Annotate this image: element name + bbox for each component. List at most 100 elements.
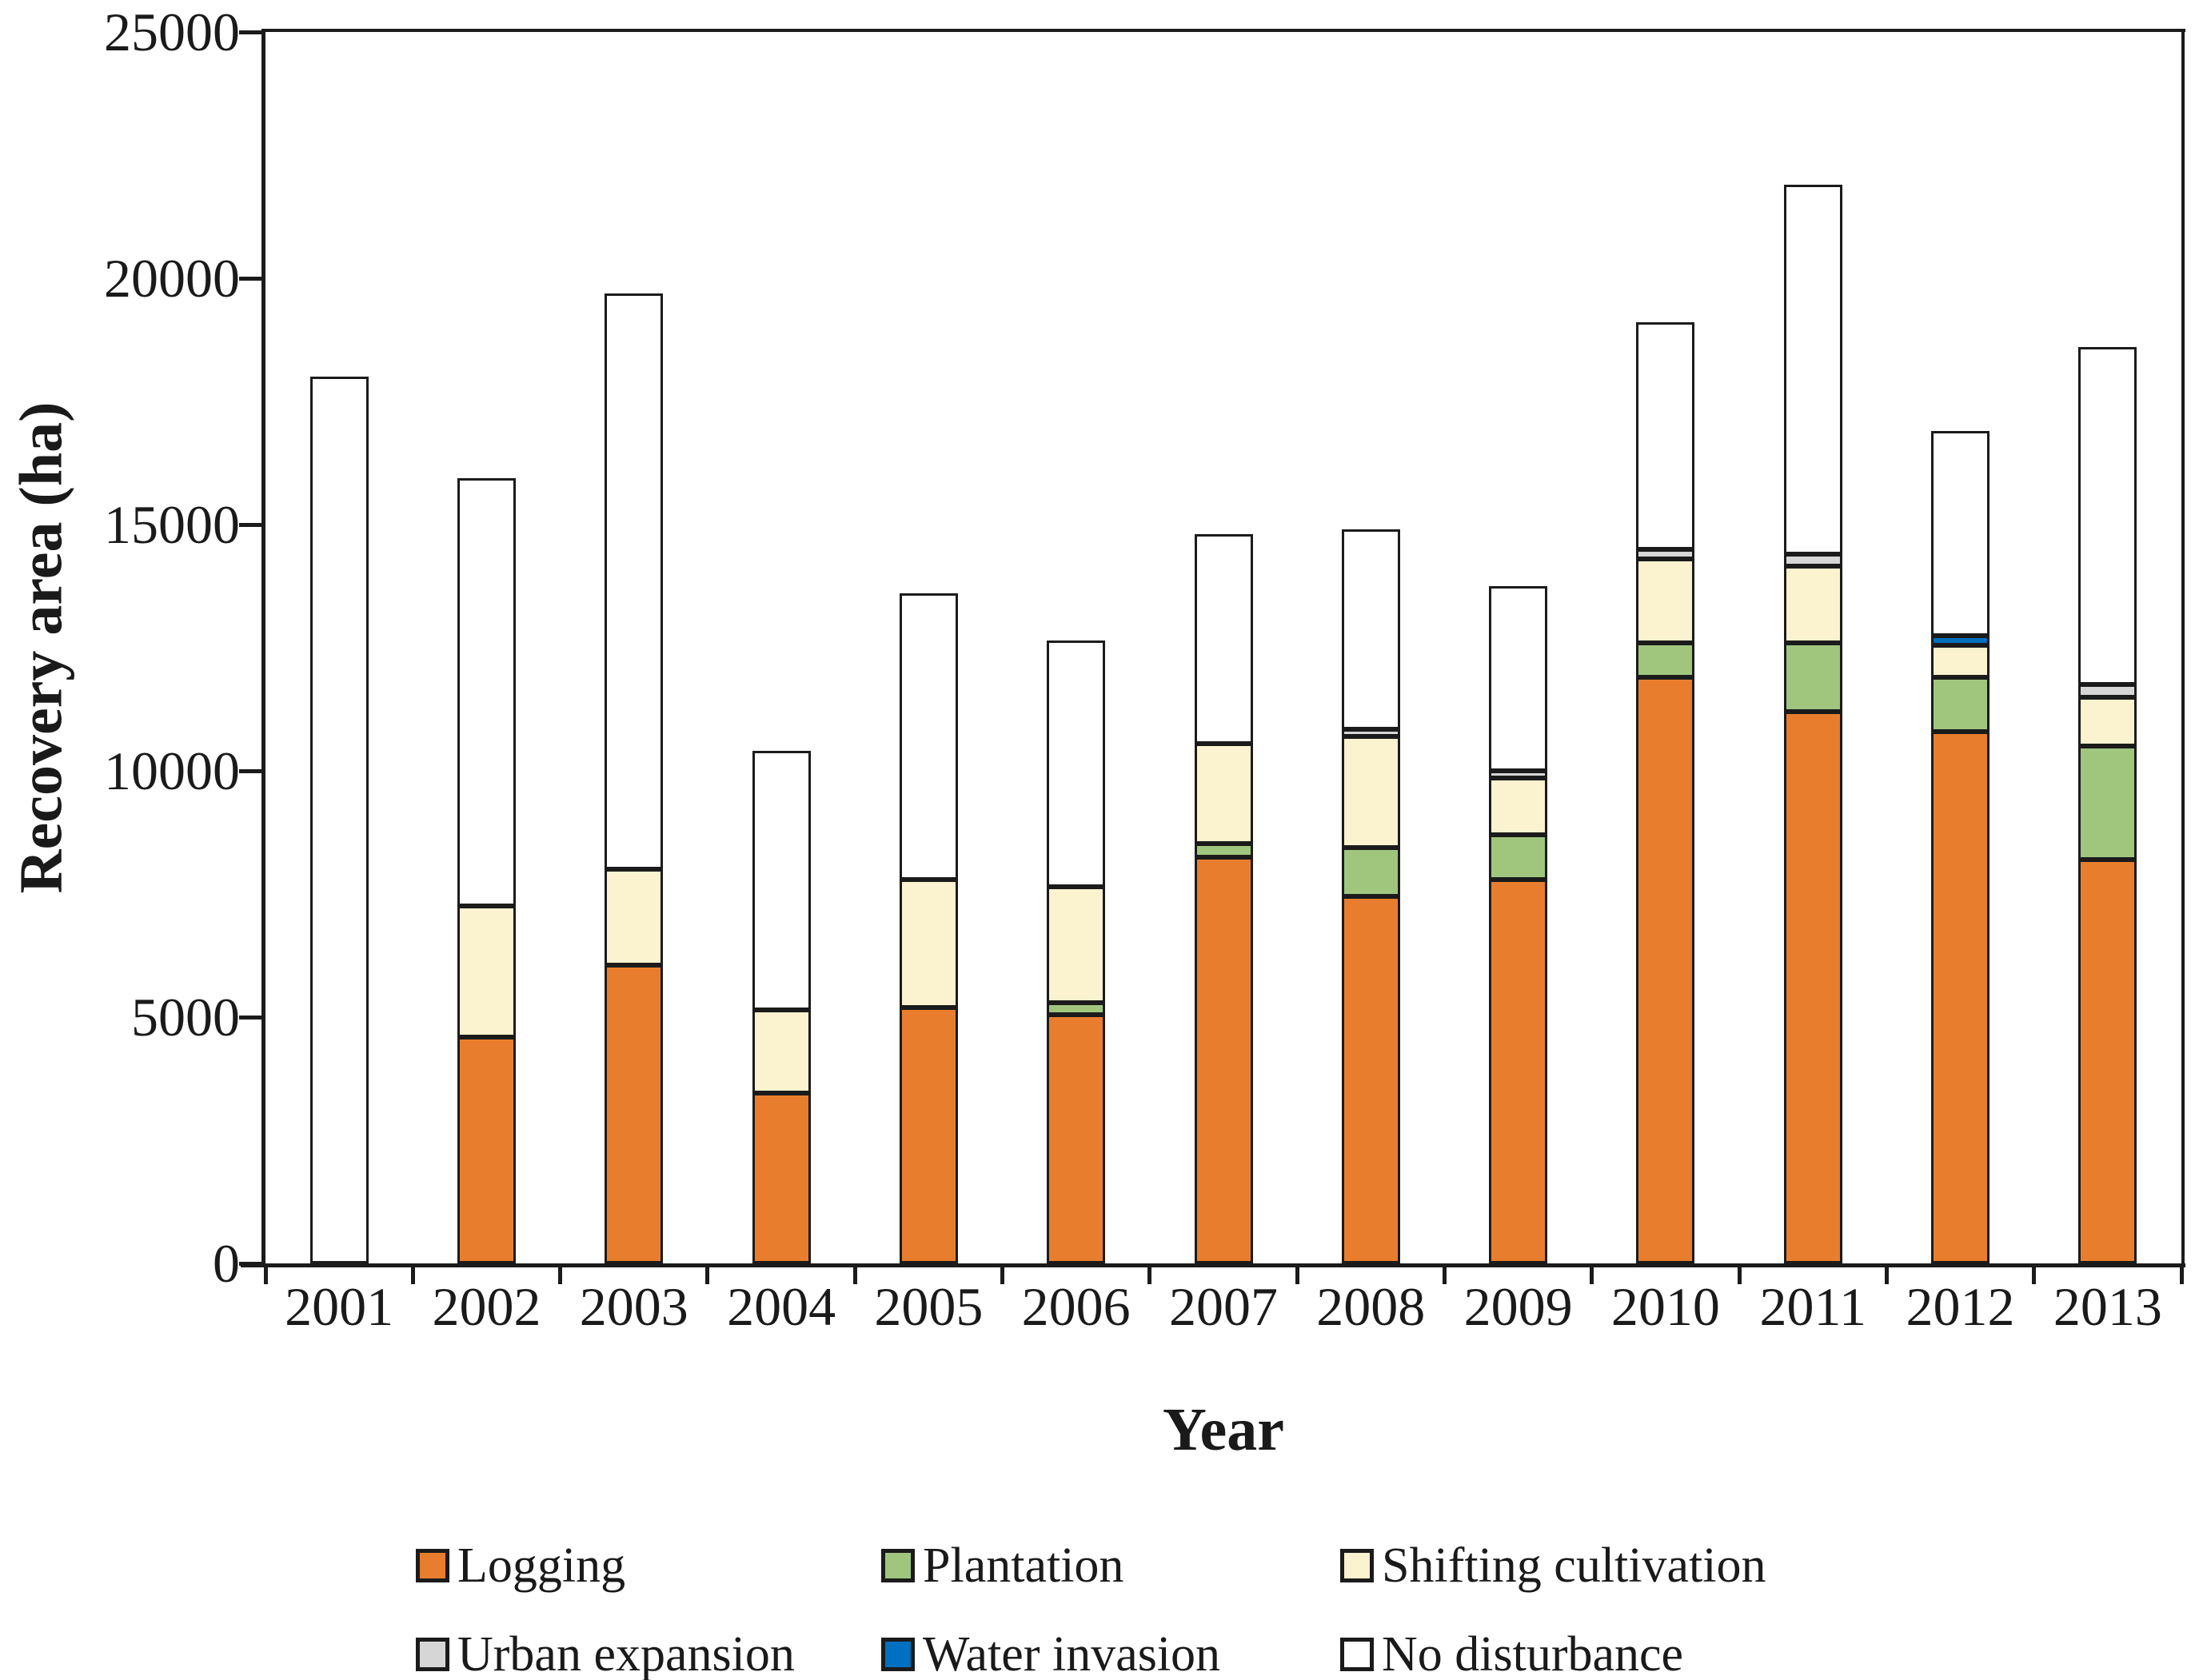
bar-segment-no-disturbance-2005 — [899, 593, 958, 880]
x-tick-label-2003: 2003 — [579, 1276, 688, 1337]
bar-segment-logging-2005 — [899, 1007, 958, 1263]
bar-segment-shifting-cultivation-2008 — [1341, 736, 1400, 848]
bar-2004 — [752, 751, 811, 1263]
x-axis-tick — [1295, 1263, 1299, 1284]
x-axis-tick — [852, 1263, 857, 1284]
legend-item-water-invasion: Water invasion — [881, 1629, 1220, 1680]
bar-segment-shifting-cultivation-2005 — [899, 879, 958, 1008]
bar-segment-shifting-cultivation-2007 — [1194, 744, 1253, 844]
bar-segment-logging-2012 — [1931, 731, 1990, 1263]
bar-segment-logging-2013 — [2078, 859, 2137, 1263]
y-axis-tick — [239, 277, 261, 281]
x-tick-label-2005: 2005 — [874, 1276, 984, 1337]
bar-segment-no-disturbance-2006 — [1047, 640, 1106, 887]
legend-label: Urban expansion — [457, 1627, 795, 1680]
x-tick-label-2001: 2001 — [285, 1276, 394, 1337]
bar-segment-shifting-cultivation-2012 — [1931, 644, 1990, 677]
legend-swatch-urban-expansion — [416, 1638, 449, 1671]
legend-item-plantation: Plantation — [881, 1540, 1123, 1591]
y-axis-tick — [239, 1262, 261, 1266]
y-tick-label: 20000 — [104, 248, 240, 309]
bar-2012 — [1931, 431, 1990, 1263]
bar-segment-shifting-cultivation-2006 — [1047, 886, 1106, 1003]
bar-segment-no-disturbance-2013 — [2078, 347, 2137, 685]
legend-label: Plantation — [923, 1538, 1124, 1593]
y-tick-label: 25000 — [104, 2, 240, 62]
bar-2007 — [1194, 534, 1253, 1263]
bar-segment-no-disturbance-2004 — [752, 751, 811, 1010]
legend-label: No disturbance — [1382, 1627, 1684, 1680]
bar-2013 — [2078, 347, 2137, 1263]
bar-segment-plantation-2012 — [1931, 676, 1990, 732]
legend-item-urban-expansion: Urban expansion — [416, 1629, 795, 1680]
bar-segment-shifting-cultivation-2013 — [2078, 696, 2137, 747]
x-axis-tick — [1590, 1263, 1594, 1284]
bar-2009 — [1489, 586, 1548, 1263]
bar-segment-no-disturbance-2003 — [605, 293, 664, 870]
bar-segment-plantation-2009 — [1489, 835, 1548, 880]
bar-segment-no-disturbance-2001 — [309, 377, 369, 1263]
bar-segment-logging-2008 — [1341, 896, 1400, 1263]
x-axis-tick — [2179, 1263, 2184, 1284]
bar-segment-urban-expansion-2011 — [1783, 554, 1842, 567]
bar-segment-plantation-2013 — [2078, 746, 2137, 860]
legend-label: Water invasion — [923, 1627, 1221, 1680]
x-axis-tick — [263, 1263, 268, 1284]
x-tick-label-2011: 2011 — [1759, 1276, 1866, 1337]
bar-segment-no-disturbance-2008 — [1341, 529, 1400, 729]
bar-2010 — [1636, 322, 1695, 1263]
x-axis-title: Year — [1163, 1396, 1284, 1463]
legend-label: Shifting cultivation — [1382, 1538, 1766, 1593]
bar-segment-plantation-2006 — [1047, 1002, 1106, 1015]
bar-segment-shifting-cultivation-2004 — [752, 1009, 811, 1094]
bar-2003 — [605, 293, 664, 1263]
bar-2008 — [1341, 529, 1400, 1263]
bar-2011 — [1783, 185, 1842, 1263]
y-axis-tick — [239, 30, 261, 34]
bar-segment-plantation-2011 — [1783, 642, 1842, 712]
bar-segment-shifting-cultivation-2009 — [1489, 778, 1548, 836]
bar-segment-no-disturbance-2009 — [1489, 586, 1548, 772]
y-axis-line — [261, 29, 265, 1267]
bar-segment-no-disturbance-2010 — [1636, 322, 1695, 549]
bar-segment-no-disturbance-2012 — [1931, 431, 1990, 636]
bar-segment-no-disturbance-2007 — [1194, 534, 1253, 744]
bar-segment-shifting-cultivation-2003 — [605, 869, 664, 966]
plot-area — [239, 29, 2185, 1284]
bar-2001 — [309, 377, 369, 1263]
x-axis-tick — [2032, 1263, 2037, 1284]
bar-segment-urban-expansion-2013 — [2078, 684, 2137, 697]
x-axis-line — [241, 1263, 2185, 1267]
y-axis-title: Recovery area (ha) — [7, 401, 75, 894]
legend-swatch-plantation — [881, 1549, 915, 1582]
bar-segment-plantation-2008 — [1341, 847, 1400, 897]
bar-2006 — [1047, 640, 1106, 1263]
bar-segment-plantation-2007 — [1194, 844, 1253, 857]
y-tick-label: 5000 — [131, 987, 240, 1048]
y-tick-label: 10000 — [104, 740, 240, 801]
x-tick-label-2004: 2004 — [727, 1276, 836, 1337]
plot-top-border — [261, 29, 2185, 32]
bar-segment-shifting-cultivation-2011 — [1783, 566, 1842, 643]
bar-segment-urban-expansion-2009 — [1489, 771, 1548, 779]
bar-segment-logging-2002 — [457, 1036, 516, 1263]
bar-2002 — [457, 477, 516, 1263]
x-tick-label-2008: 2008 — [1316, 1276, 1426, 1337]
legend-swatch-no-disturbance — [1340, 1638, 1374, 1671]
y-tick-label: 15000 — [104, 494, 240, 555]
y-tick-label: 0 — [213, 1233, 240, 1294]
legend-swatch-shifting-cultivation — [1340, 1549, 1374, 1582]
bar-segment-logging-2003 — [605, 965, 664, 1263]
x-axis-tick — [1884, 1263, 1889, 1284]
bar-2005 — [899, 593, 958, 1263]
x-tick-label-2006: 2006 — [1021, 1276, 1131, 1337]
bar-segment-plantation-2010 — [1636, 642, 1695, 677]
bar-segment-logging-2011 — [1783, 712, 1842, 1263]
bar-segment-shifting-cultivation-2010 — [1636, 559, 1695, 643]
x-tick-label-2002: 2002 — [432, 1276, 541, 1337]
y-axis-tick — [239, 1016, 261, 1020]
legend-item-no-disturbance: No disturbance — [1340, 1629, 1683, 1680]
x-tick-label-2013: 2013 — [2053, 1276, 2162, 1337]
bar-segment-logging-2004 — [752, 1093, 811, 1263]
x-tick-label-2009: 2009 — [1463, 1276, 1573, 1337]
